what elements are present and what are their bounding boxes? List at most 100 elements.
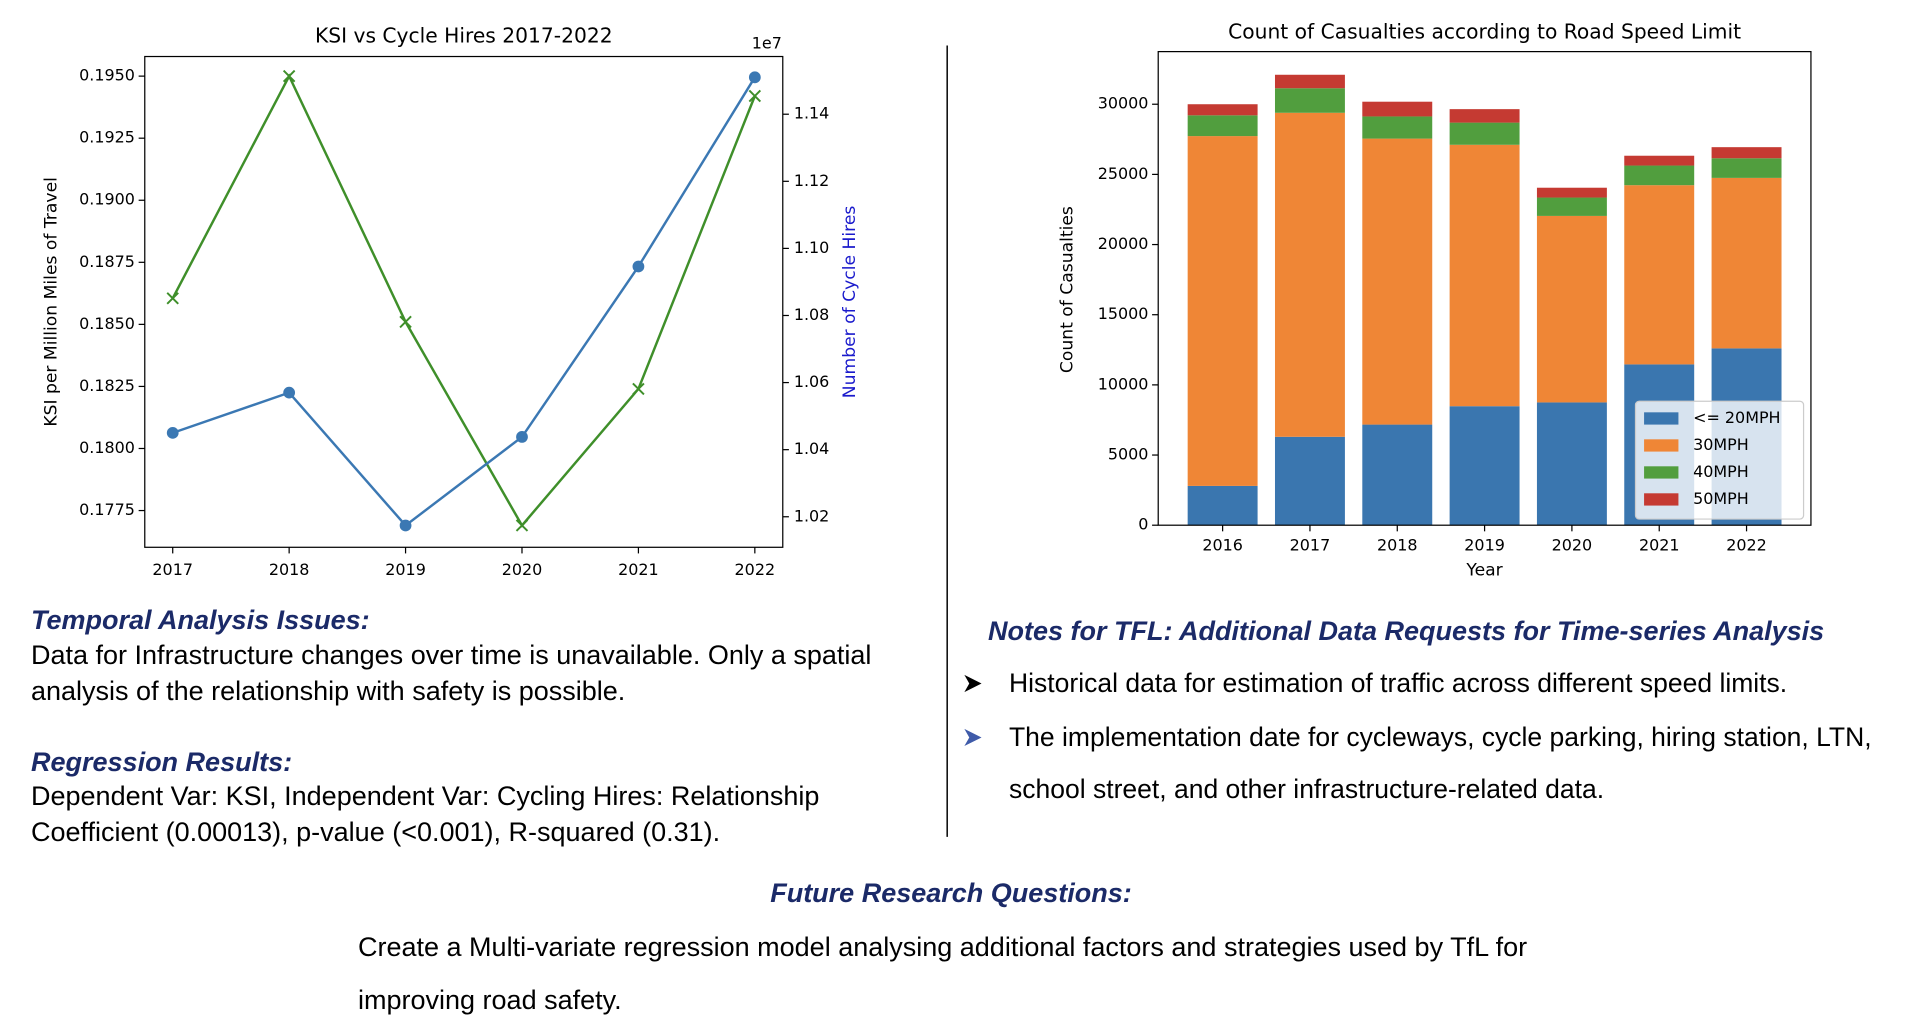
bar-segment [1536,402,1607,526]
y-tick-label: 5000 [1108,445,1149,464]
marker [166,292,179,305]
line [172,76,756,528]
bar-segment [1274,436,1345,526]
bullet-arrow [964,728,982,747]
x-tick-label: 2018 [1377,536,1418,555]
legend-label: 30MPH [1693,435,1749,454]
y-tick-label: 0.1825 [79,376,135,395]
y-tick-label: 0 [1138,515,1148,534]
legend-box [1634,400,1805,520]
x-tick-label: 2022 [735,560,776,579]
heading: Future Research Questions: [770,878,1132,908]
bar-segment [1274,88,1345,113]
bar-segment [1536,197,1607,216]
x-tick-label: 2020 [1552,536,1593,555]
bar-segment [1449,144,1520,407]
y-tick-label: 0.1925 [79,128,135,147]
marker [516,431,528,443]
bullet: The implementation date for cycleways, c… [1009,722,1872,804]
bar-segment [1449,122,1520,145]
x-tick-label: 2022 [1726,536,1767,555]
y-tick-label: 10000 [1098,374,1149,393]
y-tick-label: 15000 [1098,304,1149,323]
marker [748,71,761,84]
x-tick-label: 2021 [1639,536,1680,555]
y-tick-label: 0.1775 [79,500,135,519]
legend-label: <= 20MPH [1693,408,1780,427]
x-tick-label: 2021 [618,560,659,579]
y2-tick-label: 1.10 [794,238,829,257]
bar-segment [1711,158,1782,178]
y-tick-label: 0.1800 [79,438,135,457]
bar-segment [1274,74,1345,89]
bar-segment [1536,215,1607,403]
y-tick-label: 30000 [1098,94,1149,113]
bullet: Historical data for estimation of traffi… [1009,668,1788,698]
marker [399,519,412,532]
bar-segment [1624,155,1695,166]
y-axis-label: KSI per Million Miles of Travel [42,177,62,427]
x-tick-label: 2019 [1464,536,1505,555]
paragraph: Create a Multi-variate regression model … [358,932,1528,1015]
legend-label: 40MPH [1693,462,1749,481]
legend-swatch [1644,466,1679,479]
bullet-arrow [964,674,982,693]
x-tick-label: 2017 [152,560,193,579]
bar-segment [1362,101,1433,117]
y-tick-label: 25000 [1098,164,1149,183]
bar-segment [1187,104,1258,116]
plot-frame [1157,50,1812,526]
x-tick-label: 2016 [1202,536,1243,555]
y-tick-label: 0.1850 [79,314,135,333]
marker [166,427,179,439]
y2-tick-label: 1.12 [794,171,829,190]
x-tick-label: 2019 [385,560,426,579]
bar-segment [1362,116,1433,139]
legend-swatch [1644,412,1679,425]
heading: Regression Results: [31,747,293,777]
heading: Notes for TFL: Additional Data Requests … [988,616,1825,646]
bar-segment [1449,406,1520,526]
paragraph: Dependent Var: KSI, Independent Var: Cyc… [31,781,820,847]
x-tick-label: 2018 [269,560,310,579]
marker [399,315,412,329]
legend-swatch [1644,439,1679,452]
bar-segment [1624,185,1695,365]
line [171,73,756,528]
y-axis-label: Count of Casualties [1057,206,1077,373]
chart-title: KSI vs Cycle Hires 2017-2022 [315,23,613,47]
y-tick-label: 20000 [1098,234,1149,253]
bar-segment [1536,187,1607,198]
bar-segment [1449,109,1520,123]
marker [748,89,762,103]
axis-offset: 1e7 [752,34,782,53]
bar-segment [1624,165,1695,186]
bar-segment [1187,485,1258,526]
bar-segment [1711,147,1782,159]
marker [283,386,296,399]
bar-segment [1274,112,1345,437]
plot-frame [144,55,784,548]
chart-title: Count of Casualties according to Road Sp… [1228,20,1741,44]
legend-swatch [1644,493,1679,506]
y-tick-label: 0.1900 [79,190,135,209]
y-tick-label: 0.1875 [79,252,135,271]
bar-segment [1187,115,1258,137]
marker [282,69,296,83]
y2-tick-label: 1.08 [794,305,829,324]
y2-tick-label: 1.06 [794,372,829,391]
x-axis-label: Year [1465,561,1503,581]
y-tick-label: 0.1950 [79,66,135,85]
legend-label: 50MPH [1693,489,1749,508]
y2-tick-label: 1.04 [794,439,829,458]
heading: Temporal Analysis Issues: [31,605,370,635]
bar-segment [1711,177,1782,349]
x-tick-label: 2017 [1290,536,1331,555]
marker [632,260,645,273]
marker [632,382,645,396]
marker [515,519,529,532]
x-tick-label: 2020 [502,560,543,579]
bar-segment [1362,424,1433,526]
